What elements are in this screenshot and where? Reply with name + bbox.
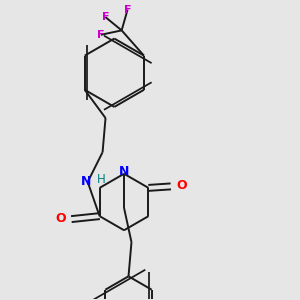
Text: F: F <box>97 30 105 40</box>
Text: O: O <box>177 179 188 192</box>
Text: H: H <box>97 173 106 186</box>
Text: F: F <box>124 4 131 15</box>
Text: F: F <box>101 12 109 22</box>
Text: N: N <box>119 165 129 178</box>
Text: O: O <box>56 212 66 225</box>
Text: N: N <box>81 176 92 188</box>
